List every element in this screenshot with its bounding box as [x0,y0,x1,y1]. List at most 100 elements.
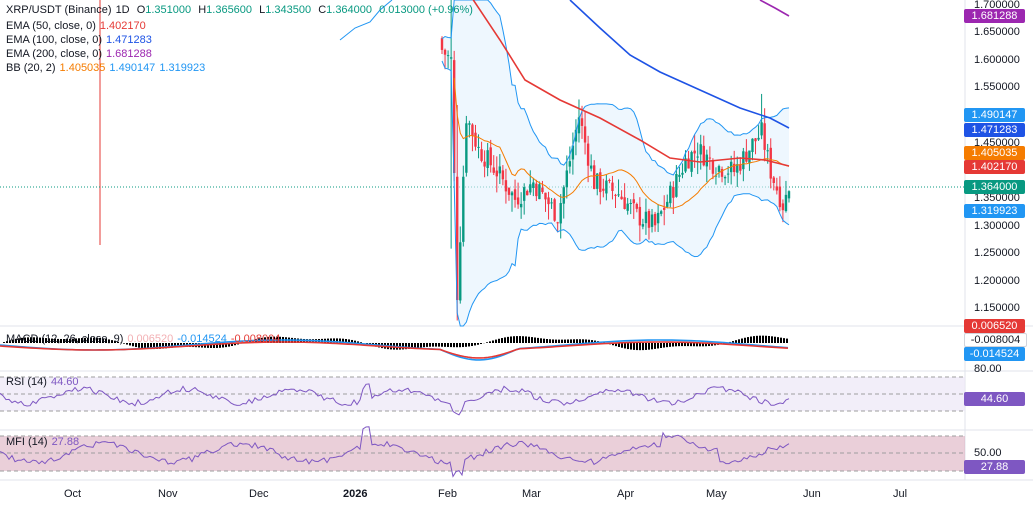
candle-body [736,164,739,173]
candle-body [638,206,642,226]
macd-histogram-bar [477,343,479,345]
price-tick: 1.650000 [974,26,1020,39]
macd-histogram-bar [612,343,614,346]
macd-histogram-bar [78,338,80,343]
candle-body [656,212,660,224]
candle-body [666,201,669,207]
macd-histogram-bar [762,335,764,343]
mfi-legend[interactable]: MFI (14) 27.88 [6,436,83,448]
macd-histogram-bar [63,339,65,343]
macd-histogram-bar [420,343,422,348]
price-tick: 1.350000 [974,191,1020,204]
macd-histogram-bar [75,338,77,343]
ema200-legend[interactable]: EMA (200, close, 0) 1.681288 [6,48,156,60]
candle-body [678,174,681,177]
macd-legend[interactable]: MACD (12, 26, close, 9) 0.006520 -0.014524… [6,333,284,345]
price-tag: 1.364000 [964,180,1025,194]
price-tick: 1.450000 [974,136,1020,149]
macd-histogram-bar [144,343,146,349]
macd-histogram-bar [339,338,341,343]
macd-histogram-bar [765,335,767,343]
macd-histogram-bar [441,343,443,347]
candle-body [510,192,514,196]
candle-body [769,147,772,179]
candle-body [443,49,447,55]
low-label: L [259,4,266,16]
macd-histogram-bar [69,338,71,343]
macd-histogram-bar [99,337,101,343]
oscillator-plots [0,383,790,478]
open-value: 1.351000 [145,4,192,16]
bb-legend[interactable]: BB (20, 2) 1.405035 1.490147 1.319923 [6,62,209,74]
macd-histogram-bar [711,343,713,346]
symbol-name[interactable]: XRP/USDT (Binance) [6,4,112,16]
macd-histogram-bar [348,339,350,343]
candle-body [559,203,562,224]
candle-body [714,175,718,177]
candle-body [492,167,495,173]
ema50-legend[interactable]: EMA (50, close, 0) 1.402170 [6,20,150,32]
macd-histogram-bar [558,339,560,343]
open-label: O [136,4,146,16]
macd-histogram-bar [519,336,521,343]
high-label: H [198,4,207,16]
interval[interactable]: 1D [115,4,130,16]
macd-histogram-bar [705,343,707,347]
candle-body [599,172,602,193]
rsi-legend-value: 44.60 [50,376,79,388]
candle-body [778,186,782,208]
macd-histogram-bar [153,343,155,350]
macd-histogram-bar [768,335,770,343]
mfi-line [0,426,790,478]
ema50-line [472,0,790,167]
macd-histogram-bar [492,340,494,343]
bb-upper-line-early [339,0,393,41]
macd-histogram-bar [507,336,509,343]
macd-histogram-bar [132,343,134,347]
macd-histogram-bar [252,339,254,343]
candle-body [617,194,620,196]
bb-lower-line [441,60,790,327]
macd-histogram-bar [708,343,710,347]
time-axis-label: May [706,488,727,500]
macd-value: -0.014524 [177,333,227,345]
macd-histogram-bar [702,343,704,347]
rsi-legend[interactable]: RSI (14) 44.60 [6,376,83,388]
macd-plot [0,335,789,361]
candle-body [495,170,498,177]
time-axis-label: Dec [249,488,269,500]
macd-histogram-bar [549,339,551,343]
macd-histogram-bar [225,343,227,348]
macd-histogram-bar [663,343,665,348]
candle-body [592,165,596,189]
candle-body [474,132,477,147]
price-tag: 1.319923 [964,204,1025,218]
macd-histogram-bar [360,342,362,343]
candle-body [547,197,550,205]
bb-label: BB (20, 2) [6,62,56,74]
ema100-legend[interactable]: EMA (100, close, 0) 1.471283 [6,34,156,46]
candle-body [693,150,696,154]
candle-body [480,149,483,161]
symbol-legend[interactable]: XRP/USDT (Binance) 1D O1.351000 H1.365600… [6,4,477,16]
candle-body [522,187,526,201]
candle-body [632,199,635,204]
macd-histogram-bar [36,337,38,343]
macd-histogram-bar [462,343,464,348]
candle-body [574,129,578,142]
macd-histogram-bar [678,343,680,347]
macd-histogram-bar [696,343,698,347]
macd-histogram-bar [414,343,416,349]
bb-fill [442,0,789,326]
candle-body [775,186,779,191]
macd-histogram-bar [744,337,746,343]
candle-body [596,173,599,189]
candle-body [699,144,702,155]
macd-histogram-bar [489,341,491,343]
macd-histogram-bar [687,343,689,347]
macd-histogram-bar [108,339,110,343]
macd-histogram-bar [3,342,5,343]
macd-histogram-bar [435,343,437,347]
ema200-label: EMA (200, close, 0) [6,48,102,60]
